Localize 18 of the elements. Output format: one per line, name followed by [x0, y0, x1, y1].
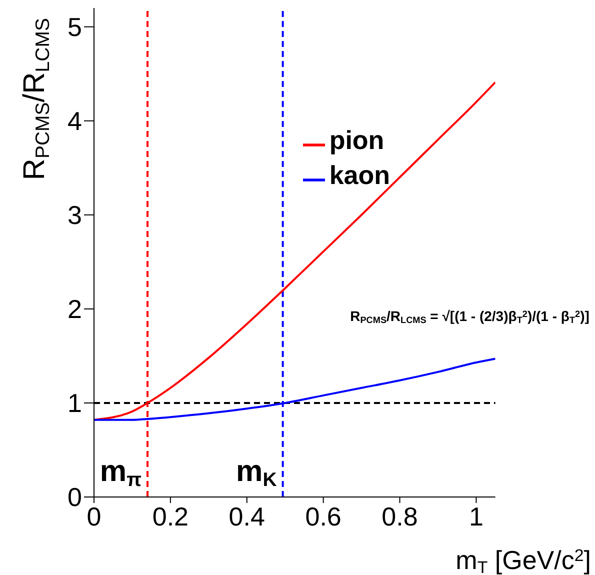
y-tick-label: 1 [68, 388, 82, 418]
x-tick-label: 0.4 [228, 501, 265, 532]
text: R$_{PCMS}$/R$_{LCMS}$ = √[(1 - (2/3)β$_{T}$$^{2}$)/(1 - β$_{T}$$^{2}$)] [350, 308, 590, 326]
x-tick-label: 0.2 [152, 501, 189, 532]
y-tick-label: 2 [68, 294, 82, 324]
legend-label: pion [329, 125, 384, 155]
y-tick-label: 5 [68, 12, 82, 42]
x-tick-label: 1 [468, 501, 484, 532]
x-axis-title: m$_{T}$ [GeV/c$^{2}$] [456, 545, 591, 575]
ref-line-label: m$_{π}$ [100, 455, 142, 491]
x-tick-label: 0.6 [305, 501, 342, 532]
y-tick-label: 0 [68, 482, 82, 512]
y-tick-label: 4 [68, 106, 82, 136]
ref-line-label: m$_{K}$ [236, 455, 277, 491]
legend-label: kaon [329, 160, 390, 190]
x-tick-label: 0 [86, 501, 102, 532]
x-tick-label: 0.8 [382, 501, 418, 532]
y-tick-label: 3 [68, 200, 82, 230]
